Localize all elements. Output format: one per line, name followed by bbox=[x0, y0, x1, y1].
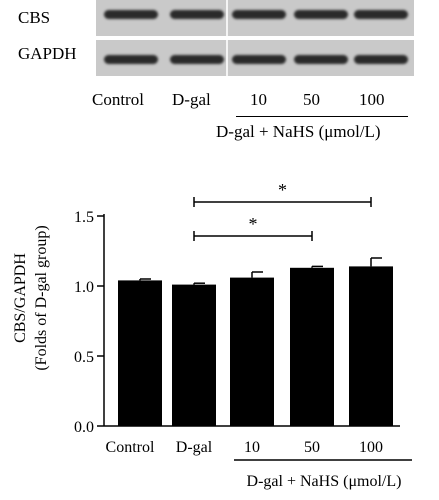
y-tick-label: 1.0 bbox=[74, 279, 94, 296]
blot-lane-separator bbox=[226, 40, 228, 76]
blot-lane-separator bbox=[226, 0, 228, 36]
blot-lane-label-control: Control bbox=[92, 90, 144, 109]
bar bbox=[118, 280, 162, 426]
bar bbox=[290, 267, 334, 426]
y-tick-label: 1.5 bbox=[74, 209, 94, 226]
treatment-label: D-gal + NaHS (μmol/L) bbox=[247, 473, 402, 490]
blot-band bbox=[294, 55, 348, 64]
blot-band bbox=[104, 55, 158, 64]
blot-band bbox=[104, 10, 158, 19]
blot-strip-gapdh bbox=[96, 40, 414, 76]
blot-band bbox=[354, 55, 408, 64]
blot-band bbox=[294, 10, 348, 19]
x-tick-label: D-gal bbox=[176, 439, 213, 456]
bar bbox=[349, 266, 393, 426]
x-tick-label: Control bbox=[106, 439, 155, 456]
y-axis-title-line1: CBS/GAPDH bbox=[12, 253, 29, 343]
blot-treatment-label: D-gal + NaHS (μmol/L) bbox=[216, 122, 381, 141]
significance-star: * bbox=[249, 214, 258, 234]
blot-band bbox=[170, 55, 224, 64]
blot-lane-label-dgal: D-gal bbox=[172, 90, 211, 109]
blot-treatment-bracket bbox=[236, 116, 408, 117]
bar bbox=[172, 284, 216, 426]
y-axis-title: CBS/GAPDH (Folds of D-gal group) bbox=[12, 225, 50, 370]
blot-lane-label-50: 50 bbox=[303, 90, 320, 109]
x-tick-label: 50 bbox=[304, 439, 320, 456]
blot-band bbox=[232, 10, 286, 19]
x-tick-label: 100 bbox=[359, 439, 383, 456]
blot-row-label-gapdh: GAPDH bbox=[18, 44, 77, 63]
y-tick-label: 0.0 bbox=[74, 419, 94, 436]
blot-lane-label-100: 100 bbox=[359, 90, 385, 109]
bar bbox=[230, 277, 274, 426]
blot-lane-label-10: 10 bbox=[250, 90, 267, 109]
y-tick-label: 0.5 bbox=[74, 349, 94, 366]
blot-band bbox=[354, 10, 408, 19]
x-tick-label: 10 bbox=[244, 439, 260, 456]
blot-row-label-cbs: CBS bbox=[18, 8, 51, 27]
blot-band bbox=[170, 10, 224, 19]
blot-strip-cbs bbox=[96, 0, 414, 36]
bar-chart: CBS/GAPDH (Folds of D-gal group) 0.0 0.5 1… bbox=[12, 180, 412, 490]
y-axis-title-line2: (Folds of D-gal group) bbox=[33, 225, 50, 370]
significance-star: * bbox=[278, 180, 287, 200]
plot-area: 0.0 0.5 1.0 1.5 Control D-gal 10 50 100 D-gal + N… bbox=[74, 180, 412, 490]
blot-band bbox=[232, 55, 286, 64]
